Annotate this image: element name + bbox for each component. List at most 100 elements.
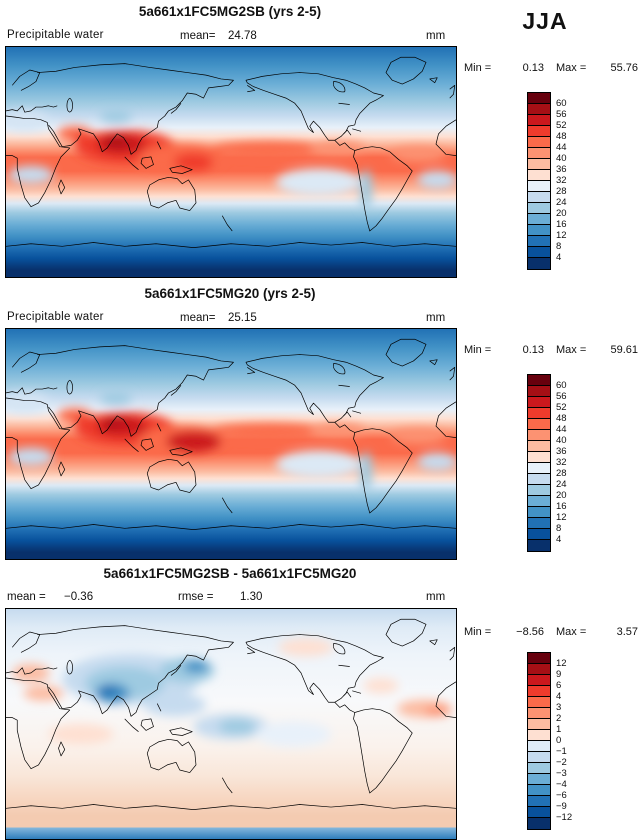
coastline-path: [333, 82, 345, 92]
coastline-path: [141, 719, 154, 731]
colorbar-tick-label: 32: [556, 457, 567, 468]
colorbar-tick-label: 12: [556, 512, 567, 523]
coastline-path: [171, 385, 181, 395]
coastline-path: [450, 647, 455, 660]
colorbar-cell: [528, 397, 550, 408]
coastline-path: [333, 644, 345, 654]
coastline-path: [247, 367, 255, 373]
colorbar-cell: [528, 126, 550, 137]
coastline-path: [6, 678, 70, 769]
colorbar-tick-label: 44: [556, 424, 567, 435]
colorbar-boxes: [527, 652, 551, 830]
coastline-path: [59, 180, 65, 194]
colorbar-cell: [528, 708, 550, 719]
min-label: Min =: [464, 344, 492, 356]
coastline-path: [125, 719, 139, 732]
coastline-path: [67, 380, 73, 394]
coastline-path: [352, 129, 361, 132]
panel-title: 5a661x1FC5MG20 (yrs 2-5): [144, 286, 316, 301]
anomaly-blobs: [12, 638, 453, 747]
colorbar-cell: [528, 496, 550, 507]
coastline-path: [450, 367, 455, 380]
colorbar-cell: [528, 203, 550, 214]
colorbar-tick-label: 8: [556, 241, 562, 252]
mean-label: mean=: [180, 312, 216, 324]
colorbar-cell: [528, 159, 550, 170]
colorbar-tick-label: 20: [556, 208, 567, 219]
colorbar-cell: [528, 675, 550, 686]
coastline-path: [344, 412, 352, 417]
coastline-path: [222, 498, 232, 513]
coastline-path: [352, 691, 361, 694]
variable-label: Precipitable water: [7, 29, 104, 41]
coastline-path: [171, 103, 181, 113]
coastline-path: [125, 157, 139, 170]
colorbar-tick-label: 36: [556, 446, 567, 457]
colorbar-tick-label: 40: [556, 435, 567, 446]
world-map-reference: [5, 328, 457, 560]
coastline-path: [386, 57, 426, 84]
coastline-path: [436, 120, 456, 156]
colorbar-boxes: [527, 92, 551, 270]
coastline-path: [171, 665, 181, 675]
colorbar-tick-label: 9: [556, 669, 562, 680]
colorbar-tick-label: −2: [556, 757, 567, 768]
colorbar-tick-label: 56: [556, 391, 567, 402]
coastline-path: [59, 462, 65, 476]
coastline-path: [170, 728, 193, 736]
coastline-path: [6, 116, 70, 207]
colorbar-tick-label: 52: [556, 402, 567, 413]
max-value: 3.57: [616, 626, 638, 638]
coastline-path: [339, 103, 350, 104]
colorbar-cell: [528, 741, 550, 752]
colorbar-cell: [528, 258, 550, 269]
coastline-path: [6, 243, 456, 248]
colorbar-tick-label: 32: [556, 175, 567, 186]
colorbar-labels: 12 9 6 4 3 2 1 0 −1 −2 −3 −4 −6 −9 −12: [556, 652, 586, 830]
colorbar-tick-label: 48: [556, 131, 567, 142]
coastline-path: [125, 439, 139, 452]
colorbar-cell: [528, 463, 550, 474]
minmax-row: Min = 0.13 Max = 59.61: [464, 344, 638, 356]
mean-label: mean =: [7, 591, 46, 603]
colorbar-cell: [528, 375, 550, 386]
colorbar-tick-label: 28: [556, 468, 567, 479]
world-map-svg: [6, 329, 456, 559]
colorbar-cell: [528, 419, 550, 430]
minmax-row: Min = 0.13 Max = 55.76: [464, 62, 638, 74]
rmse-label: rmse =: [178, 591, 214, 603]
colorbar-cell: [528, 181, 550, 192]
colorbar-tick-label: 12: [556, 230, 567, 241]
min-value: 0.13: [522, 344, 544, 356]
colorbar-tick-label: 1: [556, 724, 562, 735]
colorbar-cell: [528, 719, 550, 730]
coastline-path: [352, 411, 361, 414]
colorbar-tick-label: 4: [556, 691, 562, 702]
colorbar-cell: [528, 807, 550, 818]
colorbar-cell: [528, 170, 550, 181]
colorbar-tick-label: 4: [556, 534, 562, 545]
coastline-path: [6, 525, 456, 530]
colorbar-cell: [528, 730, 550, 741]
mean-label: mean=: [180, 30, 216, 42]
colorbar-cell: [528, 247, 550, 258]
units-label: mm: [426, 312, 446, 324]
zonal-field: [6, 47, 456, 277]
coastline-path: [335, 140, 355, 150]
colorbar-tick-label: −4: [556, 779, 567, 790]
world-map-svg: [6, 609, 456, 839]
variable-label: Precipitable water: [7, 311, 104, 323]
colorbar-case: 60 56 52 48 44 40 36 32 28 24 20 16 12 8 4: [527, 92, 589, 270]
coastline-path: [157, 704, 161, 712]
max-label: Max =: [556, 344, 587, 356]
coastline-path: [157, 142, 161, 150]
colorbar-cell: [528, 430, 550, 441]
coastline-path: [147, 177, 196, 210]
coastline-path: [170, 448, 193, 456]
min-value: −8.56: [516, 626, 544, 638]
colorbar-cell: [528, 540, 550, 551]
coastline-path: [147, 739, 196, 772]
coastline-path: [335, 702, 355, 712]
coastline-path: [37, 346, 233, 437]
